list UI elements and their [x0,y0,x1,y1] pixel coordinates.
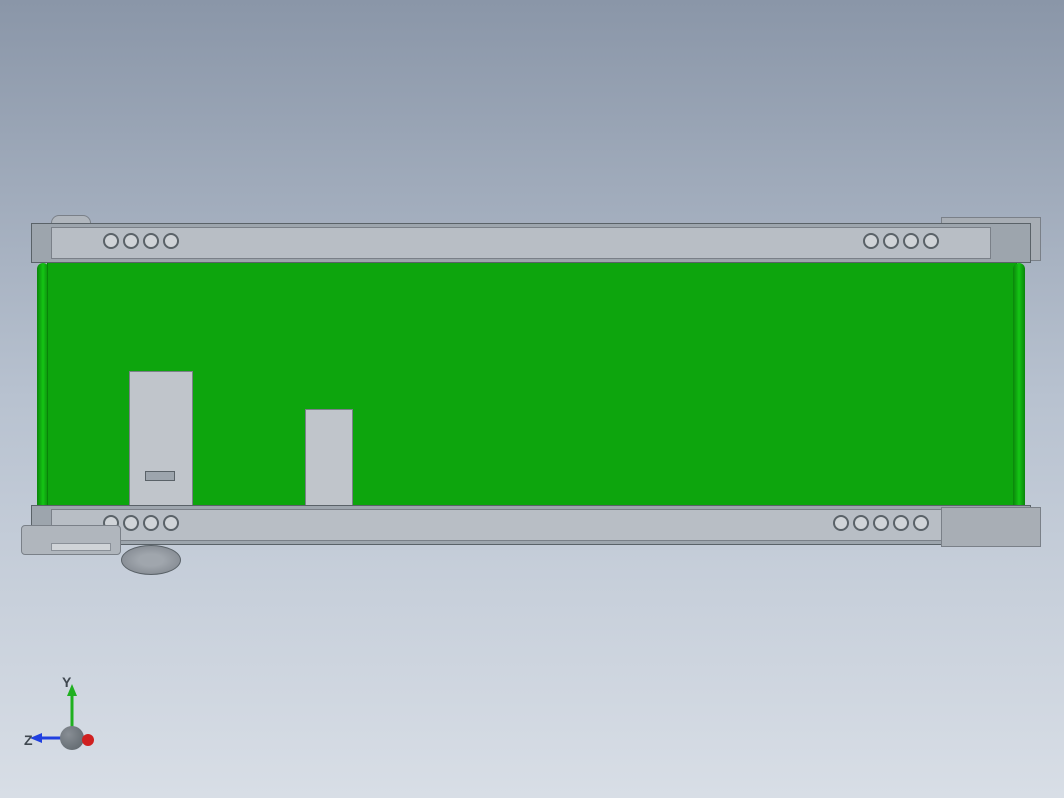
bearing-icon [853,515,869,531]
bearing-row-top-left [101,233,181,253]
bearing-icon [873,515,889,531]
bearing-icon [893,515,909,531]
conveyor-model[interactable] [21,223,1041,575]
belt-roller-right [1013,263,1025,517]
bearing-icon [103,233,119,249]
bearing-row-top-right [861,233,941,253]
bearing-icon [903,233,919,249]
drive-mechanism [21,525,211,575]
bearing-icon [863,233,879,249]
axis-triad[interactable]: Y Z [30,678,110,758]
drive-slot [51,543,111,551]
bearing-row-bottom-right [831,515,931,535]
axis-origin-sphere [60,726,84,750]
axis-x-indicator [82,734,94,746]
top-rail-inner [51,227,991,259]
bearing-icon [833,515,849,531]
bearing-icon [923,233,939,249]
bearing-icon [913,515,929,531]
motor-slot [145,471,175,481]
bearing-icon [163,233,179,249]
bearing-icon [143,233,159,249]
axis-y-label: Y [62,674,71,690]
end-block-bottom-right [941,507,1041,547]
motor-mount-small [305,409,353,519]
cad-viewport[interactable]: Y Z [0,0,1064,798]
drive-wheel [121,545,181,575]
bearing-icon [883,233,899,249]
bearing-icon [123,233,139,249]
axis-z-label: Z [24,732,33,748]
